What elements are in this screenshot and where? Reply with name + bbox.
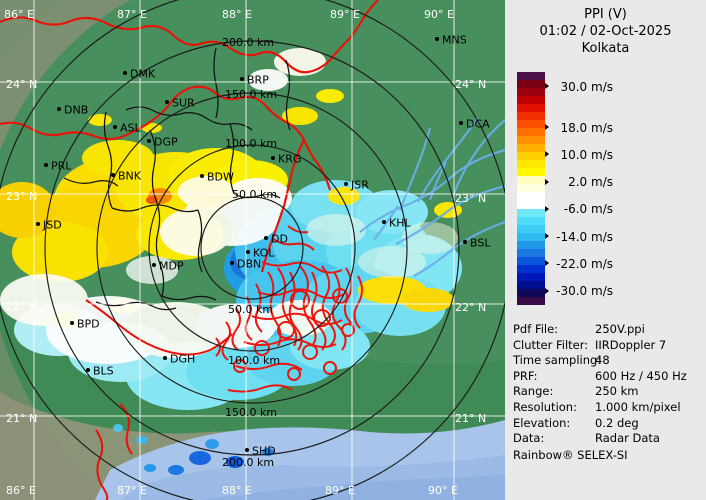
radar-map-canvas xyxy=(0,0,505,500)
colorbar-tick: -14.0 m/s xyxy=(545,229,613,244)
metadata-key: Elevation: xyxy=(513,415,571,430)
colorbar-band xyxy=(517,200,545,209)
metadata-row: Data: Radar Data xyxy=(513,431,706,447)
colorbar-band xyxy=(517,256,545,265)
colorbar-tick-labels: 30.0 m/s 18.0 m/s 10.0 m/s 2.0 m/s -6.0 m/s -… xyxy=(545,72,705,305)
tick-arrow-icon xyxy=(545,205,549,212)
metadata-value: 48 xyxy=(595,353,610,368)
colorbar-band xyxy=(517,168,545,177)
colorbar-band xyxy=(517,240,545,249)
tick-arrow-icon xyxy=(545,260,549,267)
metadata-value: 0.2 deg xyxy=(595,415,639,430)
metadata-value: 250 km xyxy=(595,384,639,399)
colorbar-band xyxy=(517,120,545,129)
colorbar-tick-label: -14.0 m/s xyxy=(556,229,613,244)
colorbar-band xyxy=(517,208,545,217)
colorbar-tick-label: -22.0 m/s xyxy=(556,256,613,271)
velocity-colorbar xyxy=(517,72,545,305)
colorbar-tick-label: 30.0 m/s xyxy=(560,79,613,94)
tick-arrow-icon xyxy=(545,83,549,90)
metadata-row: Clutter Filter: IIRDoppler 7 xyxy=(513,338,706,354)
colorbar-band xyxy=(517,216,545,225)
product-title: PPI (V) xyxy=(584,7,627,22)
colorbar-band xyxy=(517,248,545,257)
metadata-key: PRF: xyxy=(513,368,538,383)
colorbar-band xyxy=(517,272,545,281)
radar-map-panel[interactable]: 86° E 87° E 88° E 89° E 90° E 86° E 87° … xyxy=(0,0,505,500)
tick-arrow-icon xyxy=(545,233,549,240)
metadata-row: PRF: 600 Hz / 450 Hz xyxy=(513,369,706,385)
colorbar-band xyxy=(517,296,545,305)
vendor-footer: Rainbow® SELEX-SI xyxy=(513,447,628,462)
metadata-row: Pdf File: 250V.ppi xyxy=(513,322,706,338)
colorbar-tick: -6.0 m/s xyxy=(545,202,613,217)
metadata-key: Resolution: xyxy=(513,399,577,414)
colorbar-tick: 10.0 m/s xyxy=(545,147,613,162)
colorbar-band xyxy=(517,88,545,97)
metadata-row: Time sampling: 48 xyxy=(513,353,706,369)
colorbar-band xyxy=(517,80,545,89)
colorbar-band xyxy=(517,160,545,169)
colorbar-band xyxy=(517,280,545,289)
colorbar-band xyxy=(517,232,545,241)
colorbar-tick: -22.0 m/s xyxy=(545,256,613,271)
colorbar-band xyxy=(517,224,545,233)
colorbar-band xyxy=(517,72,545,81)
metadata-key: Pdf File: xyxy=(513,322,559,336)
tick-arrow-icon xyxy=(545,178,549,185)
colorbar-band xyxy=(517,128,545,137)
colorbar-band xyxy=(517,96,545,105)
colorbar-band xyxy=(517,152,545,161)
title-block: PPI (V) 01:02 / 02-Oct-2025 Kolkata xyxy=(505,6,706,57)
metadata-key: Time sampling: xyxy=(513,353,602,368)
radar-site-name: Kolkata xyxy=(581,41,630,56)
metadata-key: Data: xyxy=(513,431,545,446)
colorbar-tick-label: 18.0 m/s xyxy=(560,120,613,135)
colorbar-band xyxy=(517,144,545,153)
metadata-value: Radar Data xyxy=(595,431,660,446)
metadata-value: IIRDoppler 7 xyxy=(595,337,667,352)
colorbar-band xyxy=(517,104,545,113)
tick-arrow-icon xyxy=(545,124,549,131)
colorbar-band xyxy=(517,176,545,185)
colorbar-tick-label: -6.0 m/s xyxy=(563,202,613,217)
colorbar-band xyxy=(517,288,545,297)
metadata-row: Elevation: 0.2 deg xyxy=(513,416,706,432)
metadata-row: Resolution: 1.000 km/pixel xyxy=(513,400,706,416)
colorbar-tick-label: 10.0 m/s xyxy=(560,147,613,162)
metadata-panel: Pdf File: 250V.ppi Clutter Filter: IIRDoppl… xyxy=(513,322,706,463)
colorbar-band xyxy=(517,192,545,201)
colorbar-tick: 18.0 m/s xyxy=(545,120,613,135)
side-info-panel: PPI (V) 01:02 / 02-Oct-2025 Kolkata 30.0… xyxy=(505,0,706,500)
metadata-value: 1.000 km/pixel xyxy=(595,399,681,414)
metadata-key: Range: xyxy=(513,384,554,399)
metadata-value: 250V.ppi xyxy=(595,322,645,336)
colorbar-tick: 30.0 m/s xyxy=(545,79,613,94)
tick-arrow-icon xyxy=(545,151,549,158)
product-datetime: 01:02 / 02-Oct-2025 xyxy=(539,24,672,39)
metadata-value: 600 Hz / 450 Hz xyxy=(595,368,687,383)
colorbar-tick-label: 2.0 m/s xyxy=(568,175,613,190)
colorbar-band xyxy=(517,112,545,121)
colorbar-band xyxy=(517,136,545,145)
tick-arrow-icon xyxy=(545,287,549,294)
colorbar-band xyxy=(517,264,545,273)
colorbar-tick-label: -30.0 m/s xyxy=(556,284,613,299)
metadata-row: Range: 250 km xyxy=(513,384,706,400)
metadata-key: Clutter Filter: xyxy=(513,337,589,352)
colorbar-tick: -30.0 m/s xyxy=(545,284,613,299)
colorbar-tick: 2.0 m/s xyxy=(545,175,613,190)
colorbar-band xyxy=(517,184,545,193)
